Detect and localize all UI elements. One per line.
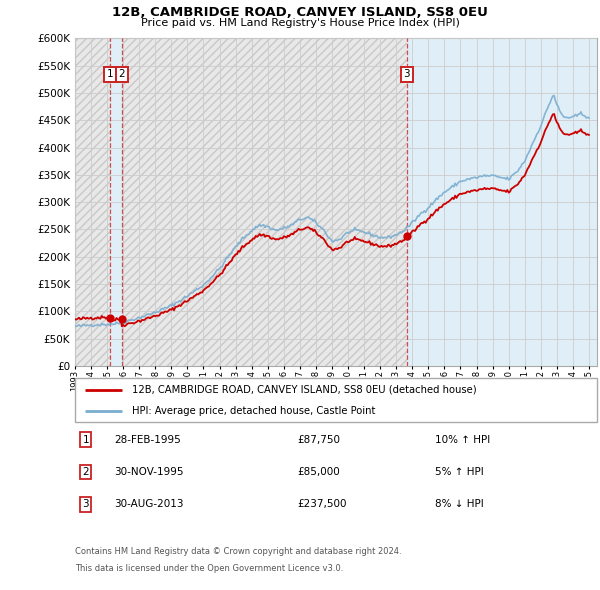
Text: 30-NOV-1995: 30-NOV-1995 (114, 467, 184, 477)
Text: £237,500: £237,500 (297, 500, 347, 509)
Text: Contains HM Land Registry data © Crown copyright and database right 2024.: Contains HM Land Registry data © Crown c… (75, 547, 401, 556)
Text: £85,000: £85,000 (297, 467, 340, 477)
Bar (407, 38, 597, 366)
Text: 2: 2 (118, 70, 125, 80)
Text: 3: 3 (404, 70, 410, 80)
Text: £87,750: £87,750 (297, 435, 340, 444)
Text: 3: 3 (82, 500, 89, 509)
Text: 8% ↓ HPI: 8% ↓ HPI (435, 500, 484, 509)
Text: 30-AUG-2013: 30-AUG-2013 (114, 500, 184, 509)
Text: 12B, CAMBRIDGE ROAD, CANVEY ISLAND, SS8 0EU (detached house): 12B, CAMBRIDGE ROAD, CANVEY ISLAND, SS8 … (133, 385, 477, 395)
Text: 1: 1 (106, 70, 113, 80)
Bar (110, 38, 122, 366)
Text: 1: 1 (82, 435, 89, 444)
Text: 28-FEB-1995: 28-FEB-1995 (114, 435, 181, 444)
Text: This data is licensed under the Open Government Licence v3.0.: This data is licensed under the Open Gov… (75, 565, 343, 573)
Text: 5% ↑ HPI: 5% ↑ HPI (435, 467, 484, 477)
Text: 12B, CAMBRIDGE ROAD, CANVEY ISLAND, SS8 0EU: 12B, CAMBRIDGE ROAD, CANVEY ISLAND, SS8 … (112, 6, 488, 19)
Text: HPI: Average price, detached house, Castle Point: HPI: Average price, detached house, Cast… (133, 406, 376, 416)
Text: 2: 2 (82, 467, 89, 477)
FancyBboxPatch shape (75, 378, 597, 422)
Text: 10% ↑ HPI: 10% ↑ HPI (435, 435, 490, 444)
Text: Price paid vs. HM Land Registry's House Price Index (HPI): Price paid vs. HM Land Registry's House … (140, 18, 460, 28)
